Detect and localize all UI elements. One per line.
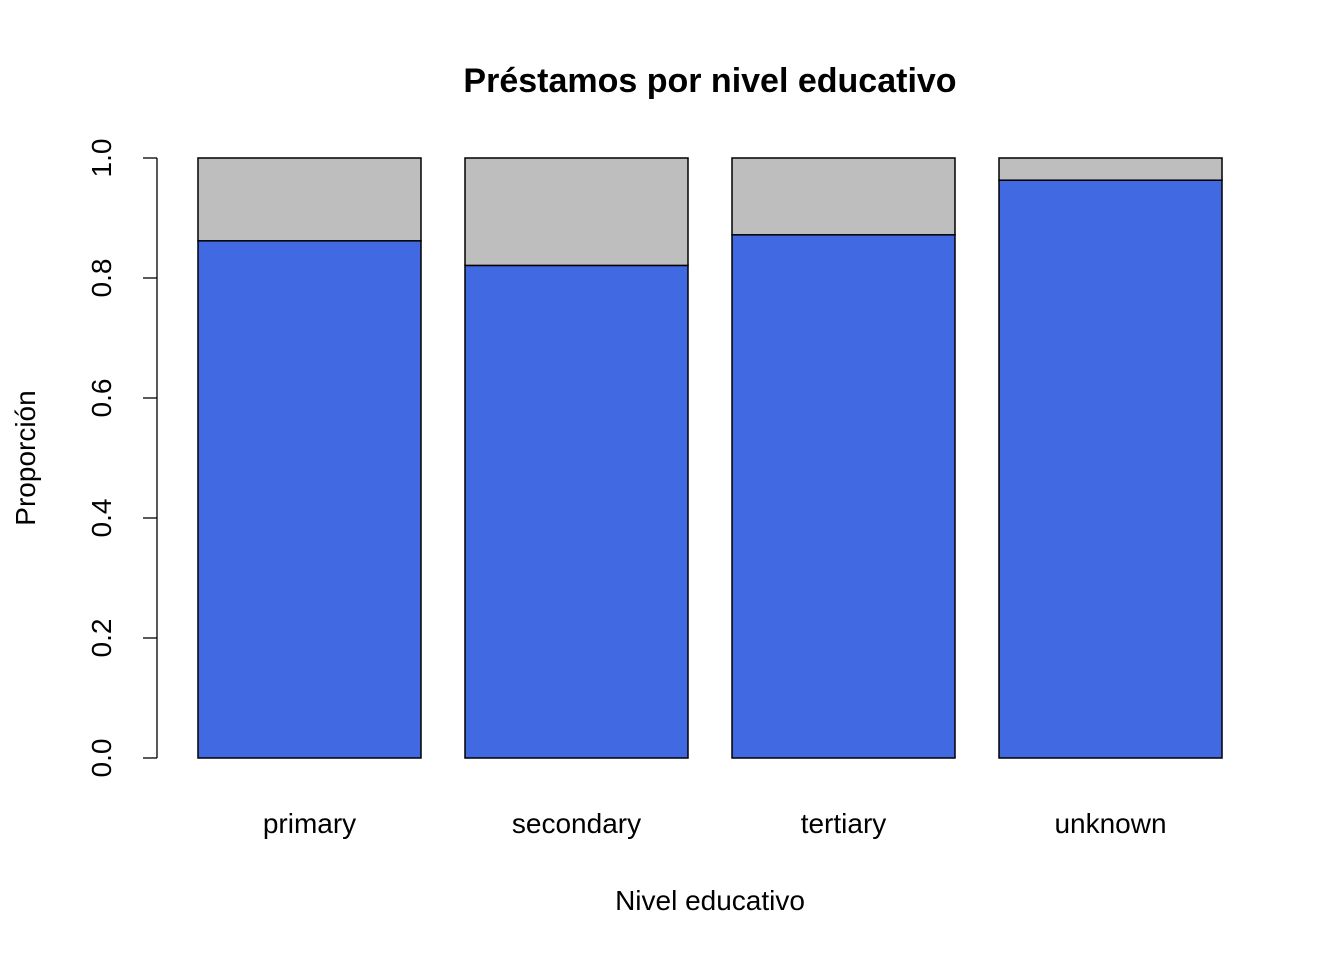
x-tick-label: primary (263, 808, 356, 839)
bar-tertiary-segment-2 (731, 157, 956, 236)
y-tick-label: 0.8 (86, 259, 117, 298)
x-tick-label: unknown (1054, 808, 1166, 839)
y-axis-label: Proporción (10, 390, 41, 525)
y-tick-label: 1.0 (86, 139, 117, 178)
y-axis: 0.0 0.2 0.4 0.6 0.8 1.0 (86, 139, 158, 778)
x-tick-labels: primary secondary tertiary unknown (263, 808, 1167, 839)
x-tick-label: secondary (512, 808, 641, 839)
bar-unknown-segment-2 (998, 157, 1223, 181)
y-tick-label: 0.6 (86, 379, 117, 418)
x-tick-label: tertiary (801, 808, 887, 839)
bar-unknown-segment-1 (998, 179, 1223, 759)
bar-secondary-segment-1 (464, 264, 689, 759)
x-axis-label: Nivel educativo (615, 885, 805, 916)
bar-primary-segment-1 (197, 240, 422, 759)
bar-tertiary-segment-1 (731, 234, 956, 759)
bars-group (197, 157, 1223, 759)
y-tick-label: 0.4 (86, 499, 117, 538)
chart-title: Préstamos por nivel educativo (463, 62, 956, 100)
y-tick-label: 0.2 (86, 619, 117, 658)
bar-primary-segment-2 (197, 157, 422, 242)
y-tick-label: 0.0 (86, 739, 117, 778)
bar-secondary-segment-2 (464, 157, 689, 267)
